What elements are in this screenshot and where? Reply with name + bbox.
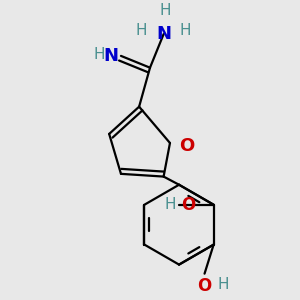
Text: N: N [103, 47, 118, 65]
Text: H: H [180, 23, 191, 38]
Text: O: O [181, 196, 195, 214]
Text: N: N [156, 25, 171, 43]
Text: O: O [179, 137, 194, 155]
Text: H: H [217, 277, 229, 292]
Text: H: H [160, 3, 171, 18]
Text: H: H [136, 23, 147, 38]
Text: O: O [197, 277, 212, 295]
Text: H: H [93, 46, 105, 62]
Text: H: H [164, 197, 176, 212]
